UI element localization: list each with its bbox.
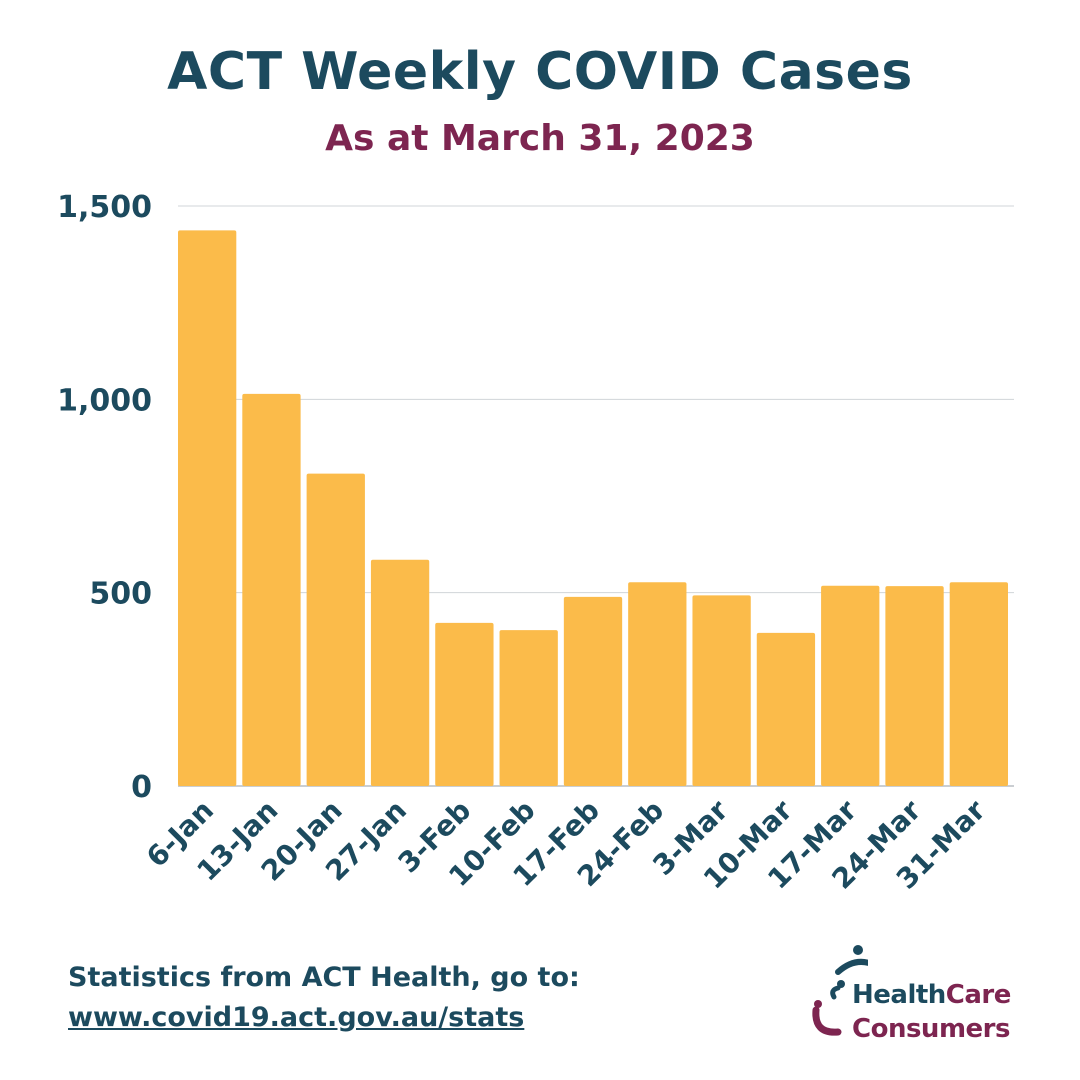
source-text: Statistics from ACT Health, go to: — [68, 962, 580, 993]
logo-word-health: Health — [852, 980, 946, 1010]
source-footer: Statistics from ACT Health, go to: www.c… — [68, 958, 580, 1038]
bar — [949, 582, 1008, 786]
y-tick-label: 0 — [131, 770, 152, 805]
chart-title: ACT Weekly COVID Cases — [167, 42, 913, 102]
stats-link[interactable]: www.covid19.act.gov.au/stats — [68, 1002, 525, 1033]
bar — [178, 230, 237, 787]
bar — [563, 596, 623, 786]
bar — [370, 559, 430, 786]
bar — [692, 595, 751, 786]
logo-text-line1: HealthCare — [852, 980, 1011, 1010]
healthcare-consumers-logo: HealthCare Consumers — [808, 942, 1018, 1047]
bar — [885, 586, 944, 786]
bar — [628, 582, 687, 786]
y-tick-label: 1,500 — [57, 190, 152, 225]
bar — [435, 622, 494, 786]
bar-chart: 05001,0001,5006-Jan13-Jan20-Jan27-Jan3-F… — [57, 190, 1014, 896]
y-tick-label: 500 — [89, 577, 152, 612]
chart-subtitle: As at March 31, 2023 — [325, 118, 755, 159]
people-logo-icon — [812, 945, 868, 1036]
bar — [821, 585, 880, 786]
logo-word-consumers: Consumers — [852, 1014, 1010, 1044]
bar — [499, 630, 558, 786]
y-tick-label: 1,000 — [57, 383, 152, 418]
bar — [756, 632, 816, 786]
logo-word-care: Care — [945, 980, 1012, 1010]
bar — [242, 393, 301, 786]
bar — [306, 473, 365, 786]
